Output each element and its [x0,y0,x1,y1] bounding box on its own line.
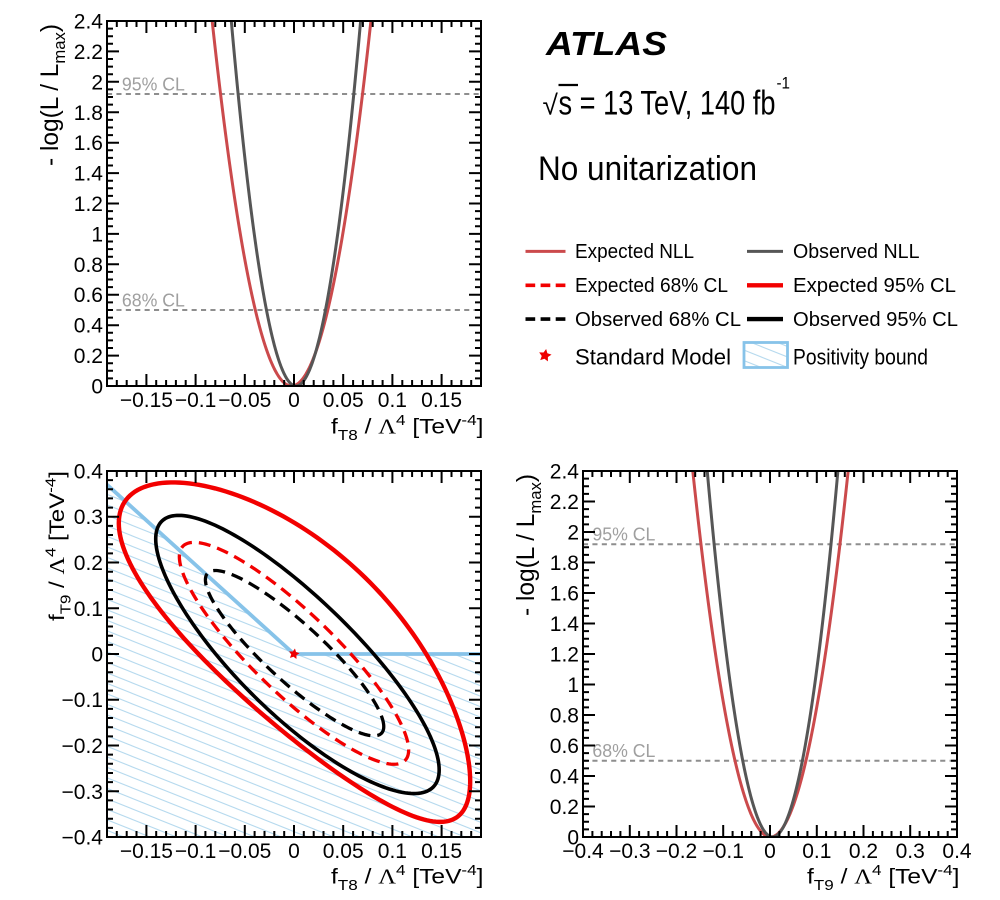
svg-text:2.2: 2.2 [550,491,579,514]
svg-text:−0.1: −0.1 [175,840,216,863]
svg-text:ATLAS: ATLAS [545,25,667,62]
svg-text:1.6: 1.6 [74,132,103,155]
svg-text:1.2: 1.2 [74,193,103,216]
svg-text:−0.1: −0.1 [175,389,216,412]
svg-text:Observed 68% CL: Observed 68% CL [575,309,741,331]
svg-text:1.4: 1.4 [550,613,580,636]
svg-text:−0.3: −0.3 [62,781,103,804]
svg-text:−0.1: −0.1 [702,840,743,863]
svg-text:68% CL: 68% CL [122,290,185,310]
svg-text:0.3: 0.3 [74,506,103,529]
svg-text:1.4: 1.4 [74,163,104,186]
svg-text:2: 2 [567,522,579,545]
svg-text:No unitarization: No unitarization [538,150,757,188]
svg-text:0.4: 0.4 [942,840,972,863]
svg-text:95% CL: 95% CL [122,74,185,94]
svg-text:√: √ [543,90,559,121]
svg-text:0.2: 0.2 [74,552,103,575]
svg-text:0: 0 [288,840,300,863]
svg-text:−0.4: −0.4 [562,840,604,863]
svg-text:0.1: 0.1 [802,840,831,863]
svg-text:0.15: 0.15 [421,840,462,863]
svg-text:−0.15: −0.15 [120,840,173,863]
svg-text:0: 0 [91,644,103,667]
svg-text:1: 1 [91,223,103,246]
svg-text:−0.3: −0.3 [609,840,650,863]
svg-text:0.4: 0.4 [550,766,580,789]
svg-text:-1: -1 [777,74,791,93]
svg-text:2.4: 2.4 [74,11,104,34]
svg-text:0.6: 0.6 [74,284,103,307]
svg-text:−0.4: −0.4 [62,827,104,850]
svg-text:0.6: 0.6 [550,735,579,758]
svg-text:95% CL: 95% CL [592,525,655,545]
svg-text:−0.2: −0.2 [656,840,697,863]
svg-text:0.1: 0.1 [378,389,407,412]
svg-text:0.3: 0.3 [896,840,925,863]
svg-text:fT8 / Λ4 [TeV-4]: fT8 / Λ4 [TeV -4] [331,412,484,444]
svg-text:0: 0 [288,389,300,412]
svg-text:Expected NLL: Expected NLL [575,241,694,263]
svg-text:2: 2 [91,71,103,94]
svg-text:1: 1 [567,674,579,697]
svg-text:0.1: 0.1 [378,840,407,863]
svg-text:1.2: 1.2 [550,644,579,667]
svg-text:s = 13 TeV, 140 fb: s = 13 TeV, 140 fb [559,85,776,123]
svg-text:0.15: 0.15 [421,389,462,412]
svg-text:68% CL: 68% CL [592,741,655,761]
svg-text:0.4: 0.4 [74,315,104,338]
svg-text:Observed NLL: Observed NLL [793,241,920,263]
svg-text:1.6: 1.6 [550,583,579,606]
svg-text:1.8: 1.8 [550,552,579,575]
svg-text:−0.05: −0.05 [218,840,271,863]
svg-text:−0.1: −0.1 [62,689,103,712]
svg-text:0.05: 0.05 [323,840,364,863]
svg-text:Standard Model: Standard Model [575,344,731,369]
svg-text:−0.2: −0.2 [62,735,103,758]
svg-text:Expected 68% CL: Expected 68% CL [575,275,728,297]
svg-text:0.2: 0.2 [74,345,103,368]
svg-text:1.8: 1.8 [74,102,103,125]
svg-text:0: 0 [764,840,776,863]
svg-text:0.8: 0.8 [74,254,103,277]
svg-text:Observed 95% CL: Observed 95% CL [793,309,958,331]
svg-text:2.4: 2.4 [550,461,580,484]
svg-text:0.2: 0.2 [550,796,579,819]
svg-text:0.05: 0.05 [323,389,364,412]
svg-text:0.2: 0.2 [849,840,878,863]
svg-text:Positivity bound: Positivity bound [793,344,928,369]
svg-text:−0.05: −0.05 [218,389,271,412]
svg-text:−0.15: −0.15 [120,389,173,412]
svg-text:0.1: 0.1 [74,598,103,621]
svg-text:0: 0 [91,376,103,399]
svg-text:2.2: 2.2 [74,41,103,64]
svg-text:0.4: 0.4 [74,461,104,484]
svg-text:0.8: 0.8 [550,705,579,728]
svg-text:0: 0 [567,827,579,850]
svg-text:Expected 95% CL: Expected 95% CL [793,275,956,297]
